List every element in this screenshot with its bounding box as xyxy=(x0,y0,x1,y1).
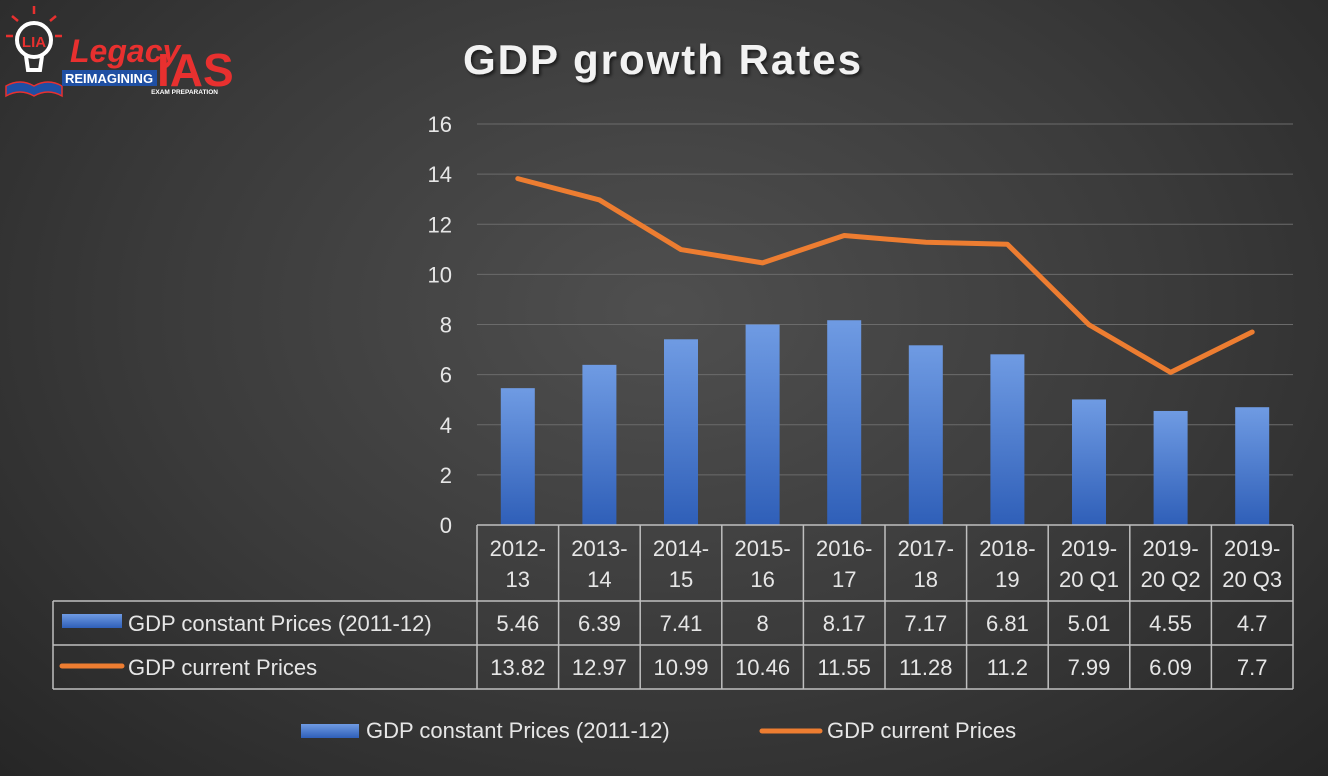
bar xyxy=(990,354,1025,525)
y-tick-label: 2 xyxy=(440,463,452,488)
data-label: 7.99 xyxy=(1068,655,1111,680)
logo-subtag: EXAM PREPARATION xyxy=(151,89,218,96)
x-tick-label: 20 Q3 xyxy=(1222,567,1282,592)
data-label: 10.99 xyxy=(653,655,708,680)
line-series xyxy=(515,176,1255,375)
x-tick-label: 17 xyxy=(832,567,856,592)
y-tick-label: 14 xyxy=(428,162,452,187)
x-tick-label: 2017- xyxy=(898,536,954,561)
logo-badge: LIA xyxy=(22,34,46,51)
y-tick-label: 6 xyxy=(440,363,452,388)
x-tick-label: 18 xyxy=(914,567,938,592)
line-series-path xyxy=(515,176,1255,375)
bar xyxy=(1072,399,1106,525)
x-tick-label: 2013- xyxy=(571,536,627,561)
table-series-name: GDP constant Prices (2011-12) xyxy=(128,611,432,636)
x-tick-label: 19 xyxy=(995,567,1019,592)
bar xyxy=(827,320,862,525)
x-tick-label: 2019- xyxy=(1061,536,1117,561)
data-label: 4.55 xyxy=(1149,611,1192,636)
logo-name-part2: IAS xyxy=(157,44,234,96)
bar xyxy=(908,345,943,525)
x-tick-label: 15 xyxy=(669,567,693,592)
x-tick-label: 2018- xyxy=(979,536,1035,561)
data-label: 11.2 xyxy=(987,655,1028,680)
data-label: 6.81 xyxy=(986,611,1029,636)
data-label: 8.17 xyxy=(823,611,866,636)
data-table: 2012- 13 2013- 14 2014- 15 2015- 16 2016- 17 2017-… xyxy=(52,524,1294,690)
data-label: 5.46 xyxy=(496,611,539,636)
data-label: 7.17 xyxy=(904,611,947,636)
x-tick-label: 14 xyxy=(587,567,611,592)
data-label: 7.7 xyxy=(1237,655,1268,680)
y-tick-label: 0 xyxy=(440,513,452,538)
data-label: 13.82 xyxy=(490,655,545,680)
data-label: 10.46 xyxy=(735,655,790,680)
data-label: 11.55 xyxy=(817,655,870,680)
bar-series xyxy=(500,320,1270,525)
x-tick-label: 2016- xyxy=(816,536,872,561)
legend-key-bar xyxy=(301,724,359,738)
legend-label: GDP current Prices xyxy=(827,718,1016,743)
x-tick-label: 2015- xyxy=(734,536,790,561)
data-label: 11.28 xyxy=(899,655,952,680)
x-tick-label: 13 xyxy=(506,567,530,592)
x-tick-label: 16 xyxy=(750,567,774,592)
x-tick-label: 2019- xyxy=(1224,536,1280,561)
data-label: 6.09 xyxy=(1149,655,1192,680)
legend-label: GDP constant Prices (2011-12) xyxy=(366,718,670,743)
data-label: 6.39 xyxy=(578,611,621,636)
x-tick-label: 20 Q2 xyxy=(1141,567,1201,592)
y-axis-ticks: 0 2 4 6 8 10 12 14 16 xyxy=(428,112,452,538)
data-label: 7.41 xyxy=(660,611,703,636)
logo-tagline: REIMAGINING xyxy=(65,71,153,86)
y-tick-label: 8 xyxy=(440,313,452,338)
x-tick-label: 2012- xyxy=(490,536,546,561)
y-tick-label: 16 xyxy=(428,112,452,137)
data-label: 5.01 xyxy=(1068,611,1111,636)
legend: GDP constant Prices (2011-12) GDP current… xyxy=(301,718,1016,743)
data-label: 12.97 xyxy=(572,655,627,680)
lightbulb-icon xyxy=(5,6,63,98)
y-tick-label: 4 xyxy=(440,413,452,438)
table-series-name: GDP current Prices xyxy=(128,655,317,680)
x-tick-label: 20 Q1 xyxy=(1059,567,1119,592)
x-tick-label: 2014- xyxy=(653,536,709,561)
logo: LIA Legacy IAS REIMAGINING EXAM PREPARAT… xyxy=(5,6,234,98)
table-legend-key xyxy=(62,614,122,628)
bar xyxy=(745,324,780,525)
chart-title: GDP growth Rates xyxy=(463,36,863,83)
logo-name-part1: Legacy xyxy=(70,33,182,69)
data-label: 8 xyxy=(756,611,768,636)
bar xyxy=(1153,410,1188,525)
bar xyxy=(1235,407,1270,525)
bar xyxy=(664,339,698,525)
x-tick-label: 2019- xyxy=(1142,536,1198,561)
y-tick-label: 10 xyxy=(428,262,452,287)
y-tick-label: 12 xyxy=(428,212,452,237)
data-label: 4.7 xyxy=(1237,611,1268,636)
bar xyxy=(582,364,617,525)
bar xyxy=(500,388,535,525)
